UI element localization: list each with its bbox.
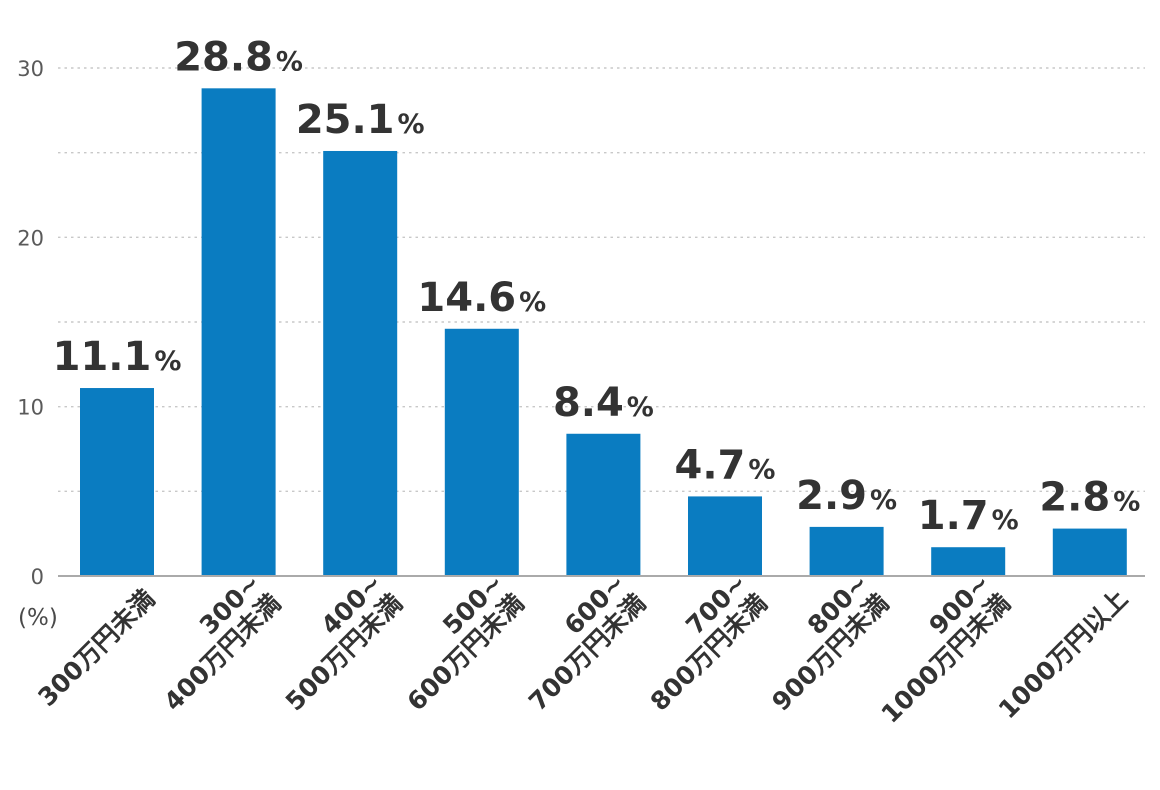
x-tick-label: 600~700万円未満 — [503, 568, 651, 716]
data-label: 4.7% — [675, 442, 776, 488]
y-axis-unit-label: (%) — [18, 605, 58, 631]
x-tick-label: 800~900万円未満 — [746, 568, 894, 716]
bar — [688, 496, 762, 576]
data-label: 8.4% — [553, 380, 654, 426]
x-tick-label: 500~600万円未満 — [381, 568, 529, 716]
x-tick-label: 1000万円以上 — [993, 584, 1133, 724]
x-tick-label: 900~1000万円未満 — [855, 568, 1016, 729]
axes: 0 10 20 30 — [17, 57, 1145, 589]
bar — [201, 88, 276, 576]
x-tick-label: 400~500万円未満 — [260, 568, 408, 716]
x-tick-label: 300~400万円未満 — [138, 568, 286, 716]
y-tick-label: 20 — [17, 226, 44, 250]
bar — [80, 388, 154, 576]
bar — [931, 547, 1006, 576]
bar — [444, 328, 519, 576]
grid-lines — [58, 67, 1145, 493]
data-label: 2.8% — [1039, 475, 1140, 521]
bar — [323, 150, 398, 576]
bar — [1052, 528, 1127, 576]
y-tick-label: 10 — [17, 396, 44, 420]
bar — [566, 433, 641, 576]
category-labels: 300万円未満 300~400万円未満 400~500万円未満 500~600万円未満… — [32, 568, 1133, 729]
y-tick-label: 30 — [17, 57, 44, 81]
bar — [809, 526, 884, 576]
value-labels: 11.1 % 28.8 % 25.1 % 14.6 % 8.4 % 4.7 % 2.9% 1.7 % 2.8% — [53, 34, 1141, 539]
data-label: 2.9% — [796, 473, 897, 519]
data-label: 1.7% — [918, 493, 1019, 539]
data-label: 28.8% — [174, 34, 303, 80]
data-label: 14.6% — [417, 275, 546, 321]
x-tick-label: 700~800万円未満 — [624, 568, 772, 716]
x-tick-label: 300万円未満 — [32, 584, 160, 712]
data-label: 25.1% — [296, 97, 425, 143]
y-tick-label: 0 — [31, 565, 44, 589]
bars — [80, 88, 1127, 576]
data-label: 11.1% — [53, 334, 182, 380]
